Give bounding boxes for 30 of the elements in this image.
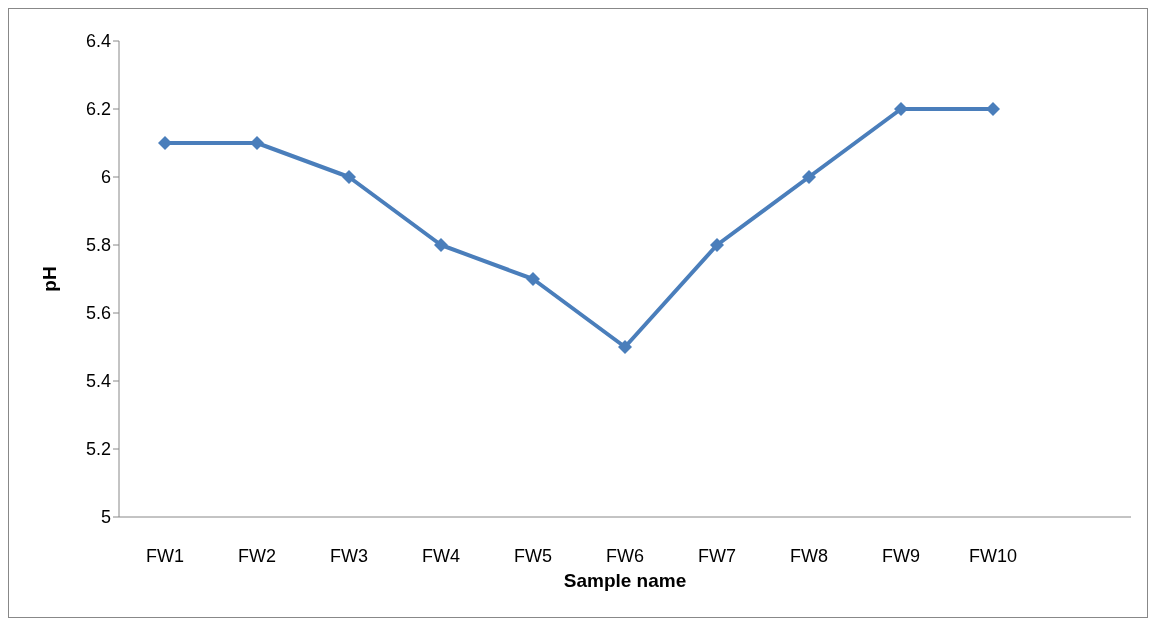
y-tick-label: 5 — [100, 507, 111, 528]
point — [894, 102, 908, 116]
x-tick-label: FW9 — [882, 545, 920, 566]
point — [618, 340, 632, 354]
x-tick-label: FW1 — [146, 545, 184, 566]
x-tick-label: FW5 — [514, 545, 552, 566]
point — [342, 170, 356, 184]
point — [434, 238, 448, 252]
x-tick-label: FW7 — [698, 545, 736, 566]
x-tick-label: FW2 — [238, 545, 276, 566]
y-tick-label: 6.4 — [85, 31, 111, 52]
y-tick-label: 6.2 — [85, 99, 111, 120]
point — [526, 272, 540, 286]
point — [158, 136, 172, 150]
y-tick-label: 5.8 — [85, 235, 111, 256]
point — [710, 238, 724, 252]
y-tick-label: 5.6 — [85, 303, 111, 324]
point — [986, 102, 1000, 116]
y-axis-title: pH — [38, 266, 60, 292]
x-tick-label: FW4 — [422, 545, 460, 566]
y-tick-label: 6 — [100, 167, 111, 188]
x-tick-label: FW10 — [968, 545, 1018, 566]
point — [802, 170, 816, 184]
x-tick-label: FW6 — [606, 545, 644, 566]
point — [250, 136, 264, 150]
y-tick-label: 5.2 — [85, 439, 111, 460]
x-tick-label: FW8 — [790, 545, 828, 566]
y-tick-label: 5.4 — [85, 371, 111, 392]
x-tick-label: FW3 — [330, 545, 368, 566]
x-axis-title: Sample name — [563, 570, 687, 591]
